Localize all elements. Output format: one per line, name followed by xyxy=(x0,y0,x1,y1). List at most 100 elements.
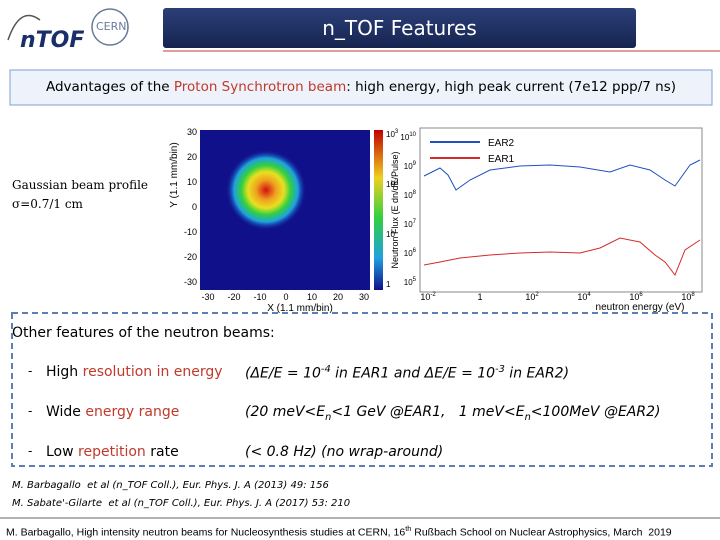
tick-base: 1 xyxy=(477,292,482,302)
tick-base: 10 xyxy=(386,130,395,139)
y-tick-label: 105 xyxy=(404,277,417,287)
feature: High resolution in energy xyxy=(46,364,223,380)
text-segment: (ΔE/E = 10 xyxy=(245,365,321,382)
colorbar-label: 102 xyxy=(386,179,399,189)
tick-base: 10 xyxy=(404,249,413,258)
y-tick-label: 10 xyxy=(187,177,197,187)
profile-label: Gaussian beam profile xyxy=(12,178,149,192)
text-segment: repetition xyxy=(78,444,146,460)
cern-logo-ring xyxy=(91,8,129,46)
tick-exp: 3 xyxy=(395,129,399,135)
x-tick-label: -20 xyxy=(227,292,240,302)
feature-detail: (< 0.8 Hz) (no wrap-around) xyxy=(245,444,443,460)
bullet: - xyxy=(28,444,33,458)
tick-exp: 2 xyxy=(395,179,399,185)
text-segment: rate xyxy=(145,444,179,460)
tick-base: 10 xyxy=(386,180,395,189)
title-box xyxy=(163,8,636,48)
bullet: - xyxy=(28,364,33,378)
tick-exp: -2 xyxy=(430,292,436,298)
x-tick-label: 108 xyxy=(681,292,695,302)
ear2-curve xyxy=(423,159,701,191)
y-tick-label: 107 xyxy=(404,219,417,229)
tick-base: 10 xyxy=(577,292,587,302)
y-tick-label: -20 xyxy=(184,252,197,262)
bullet: - xyxy=(28,404,33,418)
footer: M. Barbagallo, High intensity neutron be… xyxy=(6,524,672,539)
text-segment: High xyxy=(46,364,83,380)
x-tick-label: 10-2 xyxy=(420,292,436,302)
tick-base: 10 xyxy=(629,292,639,302)
banner-box xyxy=(9,69,713,106)
text-segment: Wide xyxy=(46,404,86,420)
ear1-curve xyxy=(423,237,701,277)
colorbar-label: 1 xyxy=(386,280,391,289)
y-tick-label: 109 xyxy=(404,161,417,171)
y-axis-title: Neutron Flux (E dn/dE/Pulse) xyxy=(390,151,400,268)
tick-base: 10 xyxy=(404,191,413,200)
text-segment: (< 0.8 Hz) (no wrap-around) xyxy=(245,444,444,460)
tick-base: 10 xyxy=(525,292,535,302)
text-segment: Rußbach School on Nuclear Astrophysics, … xyxy=(411,526,672,539)
tick-exp: 8 xyxy=(413,190,417,196)
x-tick-label: 1 xyxy=(477,292,482,302)
x-axis-title: neutron energy (eV) xyxy=(596,302,685,313)
ntof-logo: nTOF xyxy=(20,28,85,53)
feature: Wide energy range xyxy=(46,404,179,420)
feature-detail: (ΔE/E = 10-4 in EAR1 and ΔE/E = 10-3 in … xyxy=(245,364,569,382)
profile-sigma: σ=0.7/1 cm xyxy=(12,197,83,211)
tick-exp: 7 xyxy=(413,219,417,225)
tick-exp: 10 xyxy=(409,132,416,138)
colorbar-label: 10 xyxy=(386,230,395,239)
text-segment: in EAR2) xyxy=(504,365,570,382)
cern-logo: CERN xyxy=(96,20,127,33)
banner-lead: Advantages of the xyxy=(45,79,174,95)
tick-base: 10 xyxy=(420,292,430,302)
text-segment: energy range xyxy=(85,404,180,420)
banner-rest: : high energy, high peak current (7e12 p… xyxy=(346,79,677,95)
y-tick-label: 20 xyxy=(187,152,197,162)
slide-title: n_TOF Features xyxy=(322,16,477,40)
x-tick-label: 20 xyxy=(333,292,343,302)
y-tick-label: 106 xyxy=(404,248,417,258)
banner-text: Advantages of the Proton Synchrotron bea… xyxy=(10,70,712,105)
logo-swoosh xyxy=(7,14,41,41)
feature-detail: (20 meV<En<1 GeV @EAR1, 1 meV<En<100MeV … xyxy=(245,404,660,423)
text-segment: M. Barbagallo, High intensity neutron be… xyxy=(6,526,406,539)
tick-exp: 2 xyxy=(535,292,539,298)
features-heading: Other features of the neutron beams: xyxy=(12,325,275,341)
x-tick-label: -30 xyxy=(201,292,214,302)
tick-exp: 8 xyxy=(691,292,695,298)
tick-base: 10 xyxy=(404,162,413,171)
text-segment: -4 xyxy=(320,364,331,375)
text-segment: <100MeV @EAR2) xyxy=(530,404,661,420)
text-segment: -3 xyxy=(495,364,505,375)
y-tick-label: -10 xyxy=(184,227,197,237)
colorbar xyxy=(374,130,383,290)
legend-label: EAR2 xyxy=(488,138,515,149)
tick-exp: 6 xyxy=(639,292,643,298)
text-segment: in EAR1 and ΔE/E = 10 xyxy=(330,365,496,382)
y-axis-title: Y (1.1 mm/bin) xyxy=(169,142,180,207)
tick-exp: 4 xyxy=(587,292,591,298)
text-segment: Low xyxy=(46,444,79,460)
flux-frame xyxy=(419,127,703,293)
x-tick-label: 0 xyxy=(283,292,288,302)
text-segment: <1 GeV @EAR1, 1 meV<E xyxy=(331,404,525,420)
features-box xyxy=(11,312,713,467)
tick-base: 10 xyxy=(386,230,395,239)
y-tick-label: 108 xyxy=(404,190,417,200)
y-tick-label: 30 xyxy=(187,127,197,137)
tick-exp: 5 xyxy=(413,277,417,283)
y-tick-label: -30 xyxy=(184,277,197,287)
text-segment: resolution in energy xyxy=(82,364,223,380)
x-tick-label: -10 xyxy=(253,292,266,302)
text-segment: n xyxy=(325,411,332,423)
text-segment: th xyxy=(405,524,412,533)
x-tick-label: 30 xyxy=(359,292,369,302)
legend-label: EAR1 xyxy=(488,154,515,165)
tick-base: 10 xyxy=(404,220,413,229)
feature: Low repetition rate xyxy=(46,444,179,460)
text-segment: (20 meV<E xyxy=(245,404,326,420)
